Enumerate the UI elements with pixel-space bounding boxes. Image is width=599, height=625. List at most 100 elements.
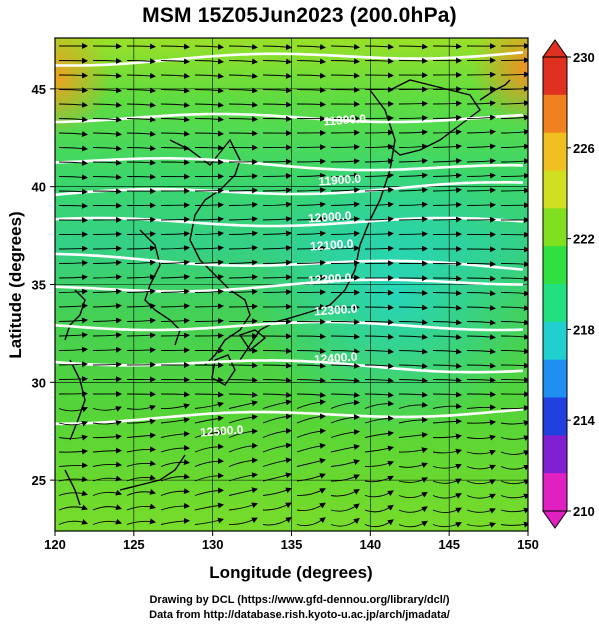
wind-arrow [330,318,360,325]
wind-arrow [398,231,428,238]
wind-arrow [92,188,122,195]
wind-arrow [194,58,224,65]
wind-arrow [432,319,462,326]
wind-arrow [92,72,122,79]
y-tick-label: 30 [32,375,46,390]
wind-arrow [126,230,156,237]
wind-arrow [296,101,326,108]
wind-arrow [432,86,462,93]
wind-arrow [92,475,122,482]
wind-arrow [126,101,156,108]
y-tick-label: 35 [32,278,46,293]
wind-arrow [58,462,88,469]
wind-arrow [262,158,292,165]
wind-arrow [398,401,428,409]
wind-arrow [262,216,292,223]
wind-arrow [330,517,360,527]
wind-arrow [58,332,88,339]
wind-arrow [92,231,122,238]
contour-label: 12400.0 [314,349,359,366]
wind-arrow [330,260,360,267]
wind-arrow [262,187,292,194]
wind-arrow [228,58,258,65]
wind-arrow [126,418,156,425]
wind-arrow [432,129,462,136]
wind-arrow [432,114,462,121]
wind-arrow [330,429,360,438]
wind-arrow [296,517,326,527]
wind-arrow [296,333,326,340]
wind-arrow [194,487,224,496]
wind-arrow [466,158,496,165]
wind-arrow [160,230,190,237]
wind-arrow [92,274,122,281]
wind-arrow [126,259,156,266]
wind-arrow [466,275,496,282]
wind-arrow [364,172,394,179]
wind-arrow [432,507,462,514]
wind-arrow [398,319,428,326]
wind-arrow [126,274,156,281]
wind-arrow [364,43,394,50]
wind-arrow [330,172,360,179]
wind-arrow [466,114,496,121]
wind-arrow [262,87,292,94]
wind-arrow [364,430,394,438]
wind-arrow [228,259,258,266]
contour-line [55,157,524,172]
colorbar-segment [543,170,567,209]
wind-arrow [466,479,496,485]
wind-arrow [262,516,292,526]
wind-arrow [296,158,326,165]
wind-arrow [194,216,224,223]
wind-arrow [126,347,156,354]
colorbar-frame [542,56,568,512]
contour-label: 12000.0 [308,208,353,225]
wind-arrow [330,489,360,497]
wind-arrow [432,348,462,355]
wind-arrow [466,404,496,411]
wind-arrow [228,130,258,137]
wind-arrow [228,173,258,180]
wind-arrow [466,187,496,194]
wind-arrow [296,458,326,467]
colorbar-bottom-arrow [542,510,568,529]
wind-arrow [126,245,156,252]
wind-arrow [160,87,190,94]
wind-arrow [466,464,496,471]
wind-arrow [500,246,528,253]
wind-arrow [228,400,258,409]
wind-arrow [92,87,122,94]
wind-arrow [92,406,122,412]
wind-arrow [296,216,326,223]
wind-arrow [364,519,394,528]
wind-arrow [126,317,156,324]
wind-arrow [194,303,224,310]
colorbar-top-arrow [542,39,568,58]
colorbar-ticks: 230 226 222 218 214 210 [567,50,595,519]
wind-arrow [92,57,122,64]
wind-arrow [160,502,190,511]
wind-arrow [58,361,88,368]
colorbar-segment [543,57,567,96]
colorbar-segment [543,246,567,285]
wind-arrow [194,472,224,482]
wind-arrow [228,288,258,295]
wind-arrow [194,87,224,94]
wind-arrow [398,187,428,194]
wind-arrow [126,116,156,123]
wind-arrow [262,487,292,496]
contour-label: 11900.0 [318,172,362,189]
wind-arrow [364,415,394,424]
wind-arrow [160,274,190,281]
wind-arrow [194,72,224,79]
wind-arrow [194,130,224,137]
wind-arrow [364,201,394,208]
wind-arrow [364,348,394,355]
wind-arrow [92,245,122,252]
wind-arrow [398,57,428,64]
wind-arrow [92,504,122,511]
wind-arrow [500,57,528,64]
wind-arrow [330,444,360,453]
